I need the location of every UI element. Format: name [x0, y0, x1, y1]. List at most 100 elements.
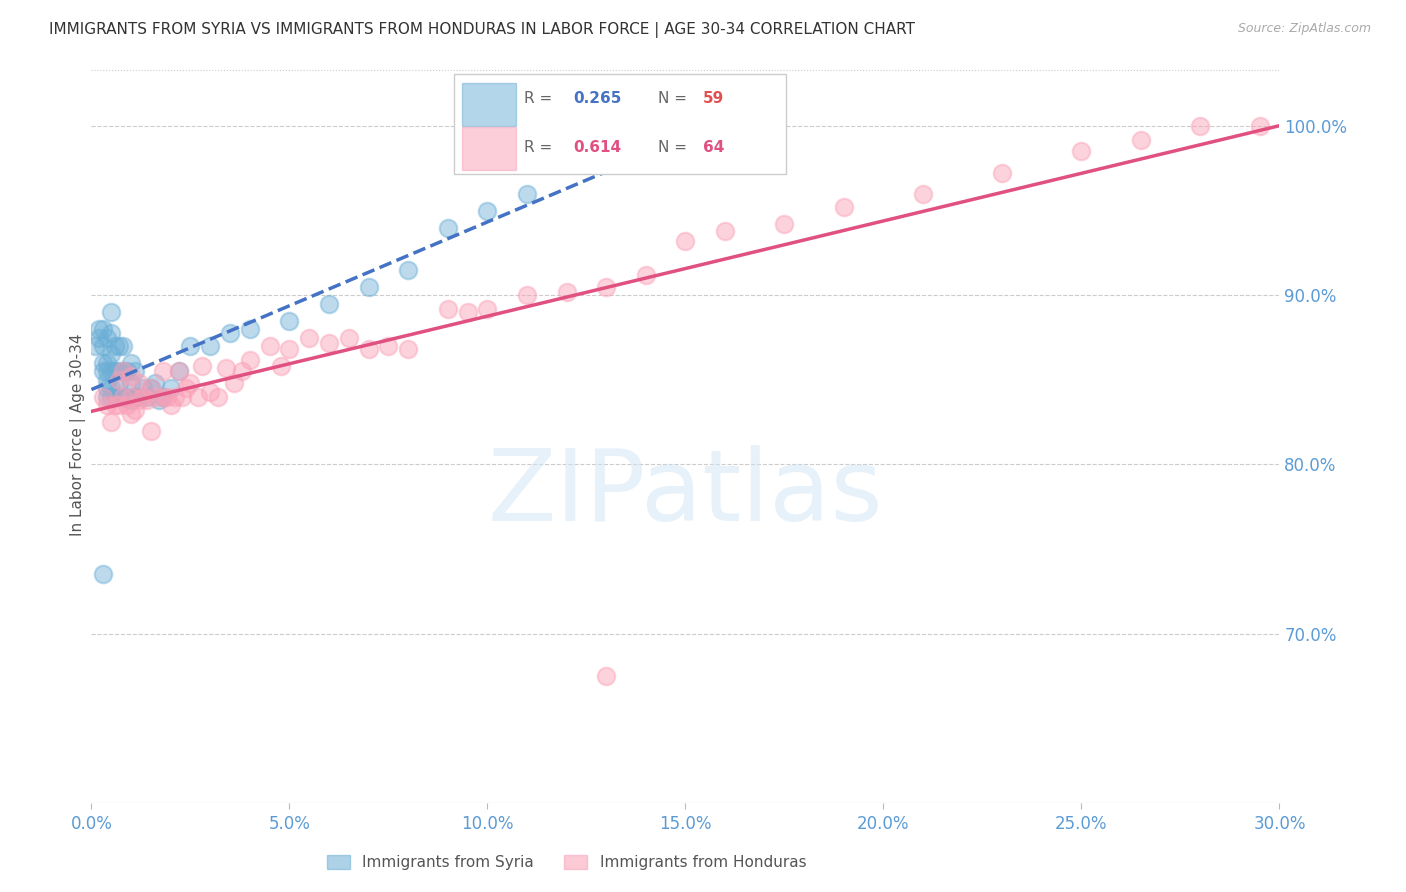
Point: [139, 424, 162, 438]
Point: [152, 390, 174, 404]
Point: [84, 339, 107, 353]
Point: [91, 339, 114, 353]
Point: [96, 330, 118, 344]
Point: [172, 390, 194, 404]
Point: [104, 364, 127, 378]
Point: [104, 398, 127, 412]
Point: [135, 393, 157, 408]
Point: [108, 376, 131, 391]
Point: [120, 376, 142, 391]
Point: [231, 364, 253, 378]
Point: [436, 301, 458, 316]
Point: [318, 297, 340, 311]
Point: [516, 186, 538, 201]
Text: Source: ZipAtlas.com: Source: ZipAtlas.com: [1237, 22, 1371, 36]
Point: [132, 390, 155, 404]
Point: [555, 285, 578, 299]
Point: [96, 381, 118, 395]
Point: [159, 381, 181, 395]
Point: [239, 322, 262, 336]
Point: [318, 335, 340, 350]
Point: [167, 364, 190, 378]
Point: [396, 263, 419, 277]
Point: [120, 390, 142, 404]
Legend: Immigrants from Syria, Immigrants from Honduras: Immigrants from Syria, Immigrants from H…: [321, 849, 813, 876]
Point: [91, 322, 114, 336]
Point: [100, 381, 122, 395]
FancyBboxPatch shape: [463, 128, 516, 170]
Text: ZIPatlas: ZIPatlas: [488, 445, 883, 542]
Point: [96, 356, 118, 370]
Point: [112, 364, 135, 378]
FancyBboxPatch shape: [463, 83, 516, 126]
Point: [595, 669, 617, 683]
Point: [191, 359, 214, 374]
Point: [120, 369, 142, 384]
Point: [91, 567, 114, 582]
Point: [108, 390, 131, 404]
Point: [128, 393, 150, 408]
Point: [115, 364, 138, 378]
Point: [108, 339, 131, 353]
Point: [139, 381, 162, 395]
Point: [219, 326, 242, 340]
Point: [179, 339, 201, 353]
Point: [357, 280, 380, 294]
Point: [200, 384, 222, 399]
Point: [357, 343, 380, 357]
Point: [124, 403, 146, 417]
Point: [595, 280, 617, 294]
Point: [135, 390, 157, 404]
Text: N =: N =: [658, 91, 692, 105]
Point: [104, 390, 127, 404]
Point: [436, 220, 458, 235]
Point: [108, 373, 131, 387]
Point: [239, 352, 262, 367]
Point: [100, 347, 122, 361]
Point: [773, 217, 796, 231]
Text: IMMIGRANTS FROM SYRIA VS IMMIGRANTS FROM HONDURAS IN LABOR FORCE | AGE 30-34 COR: IMMIGRANTS FROM SYRIA VS IMMIGRANTS FROM…: [49, 22, 915, 38]
Point: [91, 356, 114, 370]
Point: [337, 330, 360, 344]
Point: [1189, 119, 1212, 133]
Point: [100, 326, 122, 340]
Point: [1070, 145, 1092, 159]
Point: [128, 390, 150, 404]
Point: [96, 390, 118, 404]
Text: 0.614: 0.614: [574, 140, 621, 155]
Point: [516, 288, 538, 302]
Point: [377, 339, 399, 353]
Point: [112, 390, 135, 404]
Point: [167, 364, 190, 378]
Point: [89, 322, 111, 336]
Point: [143, 376, 166, 391]
Point: [207, 390, 229, 404]
Point: [128, 376, 150, 391]
FancyBboxPatch shape: [454, 74, 786, 174]
Point: [96, 364, 118, 378]
Point: [714, 224, 737, 238]
Point: [120, 356, 142, 370]
Point: [278, 313, 301, 327]
Point: [100, 415, 122, 429]
Point: [108, 364, 131, 378]
Point: [112, 364, 135, 378]
Point: [120, 407, 142, 421]
Point: [673, 234, 696, 248]
Text: 59: 59: [703, 91, 724, 105]
Point: [991, 166, 1014, 180]
Point: [104, 339, 127, 353]
Point: [156, 390, 179, 404]
Point: [100, 364, 122, 378]
Point: [457, 305, 479, 319]
Point: [176, 381, 198, 395]
Point: [673, 119, 696, 133]
Point: [96, 398, 118, 412]
Point: [152, 364, 174, 378]
Point: [477, 301, 499, 316]
Point: [120, 393, 142, 408]
Point: [91, 364, 114, 378]
Point: [91, 390, 114, 404]
Point: [163, 390, 186, 404]
Point: [139, 381, 162, 395]
